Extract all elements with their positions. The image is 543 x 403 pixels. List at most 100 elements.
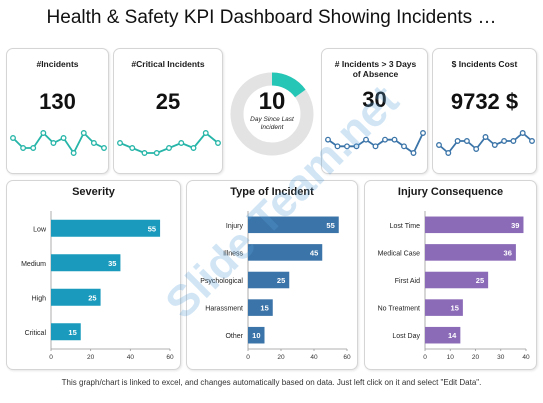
- bar-value-label: 15: [68, 328, 76, 337]
- days-since-incident-donut: 10 Day Since Last Incident: [228, 70, 316, 158]
- sparkline-point: [363, 136, 369, 143]
- bar-value-label: 45: [310, 248, 318, 257]
- bar: [425, 216, 524, 234]
- x-tick-label: 0: [49, 354, 53, 361]
- kpi-value: 130: [39, 89, 76, 114]
- bar: [51, 288, 101, 306]
- sparkline-point: [190, 145, 197, 151]
- sparkline-point: [454, 138, 461, 144]
- sparkline-point: [60, 135, 67, 141]
- sparkline-point: [117, 140, 123, 146]
- sparkline-point: [482, 134, 489, 140]
- sparkline-point: [382, 136, 388, 143]
- bar: [425, 244, 516, 261]
- sparkline-point: [410, 150, 417, 156]
- x-tick-label: 40: [522, 354, 530, 361]
- bar: [51, 254, 121, 272]
- kpi-label: #Critical Incidents: [131, 59, 205, 69]
- bar-value-label: 25: [277, 276, 285, 285]
- type-of-incident-bar-chart: Injury 55 Illness 45 Psychological 25 Harassme…: [200, 211, 351, 361]
- sparkline-point: [153, 150, 160, 156]
- sparkline-point: [325, 136, 331, 143]
- panel-title: Injury Consequence: [397, 186, 504, 198]
- sparkline-point: [519, 130, 526, 136]
- kpi-label: $ Incidents Cost: [451, 59, 518, 69]
- donut-label: Day Since Last Incident: [250, 116, 294, 131]
- sparkline-point: [20, 145, 27, 151]
- sparkline-point: [141, 150, 148, 156]
- bar: [248, 216, 339, 234]
- category-label: Medium: [21, 261, 46, 268]
- bar: [248, 299, 273, 316]
- bar-value-label: 10: [252, 331, 260, 340]
- bar: [248, 271, 290, 289]
- incidents-sparkline: [10, 130, 107, 156]
- type-of-incident-panel: Type of Incident Injury 55 Illness 45 Psycho…: [186, 180, 358, 370]
- category-label: Illness: [223, 250, 243, 257]
- absence-sparkline: [325, 130, 426, 156]
- donut-arc: [271, 72, 306, 98]
- bar-value-label: 25: [476, 276, 484, 285]
- sparkline-point: [166, 145, 172, 151]
- kpi-card-cost[interactable]: $ Incidents Cost 9732 $: [432, 48, 537, 174]
- sparkline-point: [491, 142, 498, 148]
- bar-value-label: 55: [148, 224, 156, 233]
- sparkline-point: [353, 143, 360, 150]
- x-tick-label: 20: [277, 354, 285, 361]
- bar: [248, 326, 265, 344]
- category-label: Other: [225, 333, 243, 340]
- x-tick-label: 20: [472, 354, 480, 361]
- kpi-value: 25: [155, 89, 181, 114]
- sparkline-point: [463, 138, 470, 144]
- x-tick-label: 60: [166, 354, 174, 361]
- x-tick-label: 30: [497, 354, 505, 361]
- kpi-card-critical[interactable]: #Critical Incidents 25: [113, 48, 223, 174]
- category-label: Lost Time: [390, 223, 420, 230]
- sparkline-point: [473, 146, 480, 152]
- category-label: Injury: [226, 223, 244, 230]
- sparkline-point: [445, 150, 452, 156]
- sparkline-point: [40, 130, 47, 136]
- kpi-card-incidents[interactable]: #Incidents 130: [6, 48, 109, 174]
- injury-consequence-bar-chart: Lost Time 39 Medical Case 36 First Aid 25 No T…: [378, 211, 530, 361]
- sparkline-point: [529, 138, 535, 144]
- footnote: This graph/chart is linked to excel, and…: [61, 378, 482, 387]
- sparkline-point: [202, 130, 209, 136]
- bar-value-label: 35: [108, 259, 116, 268]
- donut-value: 10: [258, 88, 286, 115]
- bar-value-label: 15: [260, 304, 268, 313]
- x-tick-label: 40: [310, 354, 318, 361]
- category-label: Lost Day: [392, 333, 420, 340]
- sparkline-path: [12, 131, 105, 155]
- category-label: Psychological: [200, 278, 243, 285]
- injury-consequence-panel: Injury Consequence Lost Time 39 Medical Ca…: [364, 180, 537, 370]
- bar-value-label: 15: [451, 304, 459, 313]
- x-tick-label: 20: [87, 354, 95, 361]
- kpi-value: 9732 $: [450, 89, 519, 114]
- sparkline-point: [391, 136, 398, 143]
- sparkline-point: [101, 145, 107, 151]
- severity-panel: Severity Low 55 Medium 35 High 25 Critical 15 0 2…: [6, 180, 181, 370]
- category-label: Critical: [25, 330, 47, 337]
- sparkline-point: [510, 138, 517, 144]
- kpi-label: #Incidents: [36, 59, 79, 69]
- severity-bar-chart: Low 55 Medium 35 High 25 Critical 15 0 20 40 60: [21, 211, 174, 361]
- bar-value-label: 25: [88, 293, 96, 302]
- sparkline-point: [30, 145, 37, 151]
- cost-sparkline: [436, 130, 535, 156]
- category-label: Medical Case: [378, 250, 421, 257]
- bar-value-label: 55: [326, 221, 334, 230]
- bar: [51, 219, 161, 237]
- category-label: High: [32, 295, 47, 302]
- kpi-card-absence[interactable]: # Incidents > 3 Days of Absence 30: [321, 48, 428, 174]
- sparkline-point: [344, 143, 350, 150]
- bar: [248, 244, 323, 261]
- bar: [51, 323, 81, 341]
- bar-value-label: 36: [504, 248, 512, 257]
- sparkline-point: [70, 150, 77, 156]
- sparkline-point: [178, 140, 185, 146]
- category-label: First Aid: [395, 278, 420, 285]
- bar-value-label: 39: [511, 221, 519, 230]
- x-tick-label: 10: [447, 354, 455, 361]
- x-tick-label: 0: [423, 354, 427, 361]
